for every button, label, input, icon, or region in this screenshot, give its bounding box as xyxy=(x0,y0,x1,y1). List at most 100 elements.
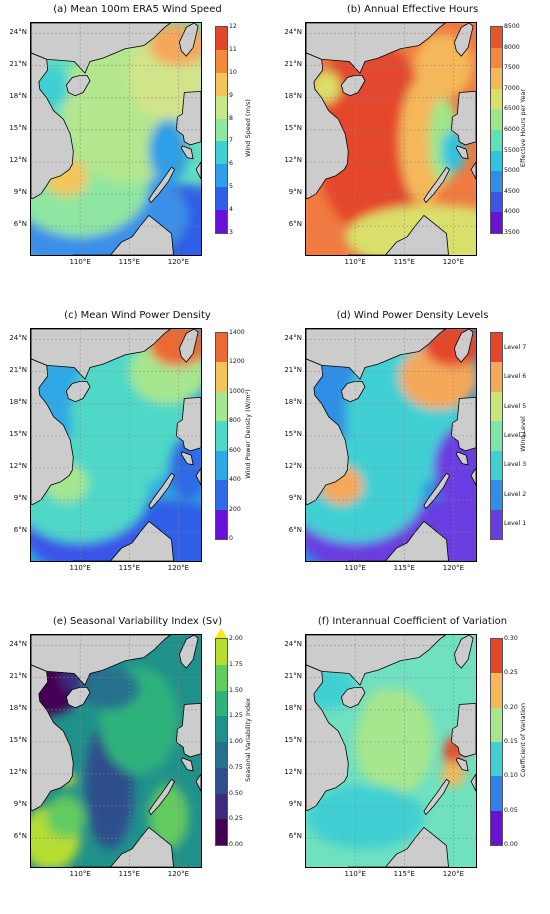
colorbar xyxy=(215,332,228,540)
colorbar-segment xyxy=(491,639,502,674)
colorbar-segment xyxy=(491,129,502,151)
colorbar-segment xyxy=(216,187,227,210)
land-china xyxy=(306,635,447,686)
colorbar-label: Coefficient of Variation xyxy=(519,702,527,778)
lon-tick-label: 115°E xyxy=(393,564,415,572)
lat-tick-label: 18°N xyxy=(284,397,302,406)
colorbar-tick-label: 4000 xyxy=(504,208,520,216)
colorbar-segment xyxy=(216,210,227,233)
land-palawan xyxy=(423,472,451,510)
land-borneo xyxy=(72,214,174,255)
land-borneo xyxy=(347,520,449,561)
map-canvas xyxy=(31,23,201,255)
colorbar-segment xyxy=(216,480,227,510)
colorbar-segment xyxy=(216,639,227,665)
panel-seasonal-variability-index: (e) Seasonal Variability Index (Sv) Seas… xyxy=(0,612,275,914)
lat-tick-label: 12°N xyxy=(284,461,302,470)
map-canvas xyxy=(306,635,476,867)
colorbar-segment xyxy=(491,191,502,213)
colorbar-segment xyxy=(216,27,227,50)
lat-tick-label: 9°N xyxy=(13,188,27,197)
map-canvas xyxy=(31,635,201,867)
land-borneo xyxy=(347,214,449,255)
colorbar-segment xyxy=(216,716,227,742)
field-shading xyxy=(31,661,189,867)
colorbar-label: Wind Speed (m/s) xyxy=(244,99,252,157)
colorbar-segment xyxy=(491,109,502,130)
land-mindoro xyxy=(180,757,194,772)
lon-tick-label: 110°E xyxy=(344,258,366,266)
land-mindoro xyxy=(455,757,469,772)
lat-tick-label: 6°N xyxy=(13,832,27,841)
lat-tick-label: 24°N xyxy=(284,333,302,342)
land-china xyxy=(306,23,447,74)
colorbar-tick-label: 3500 xyxy=(504,229,520,236)
colorbar-tick-label: 8 xyxy=(229,114,233,122)
lat-tick-label: 21°N xyxy=(9,59,27,68)
land-taiwan xyxy=(178,635,199,669)
colorbar-tick-label: 0.10 xyxy=(504,772,518,780)
lat-tick-label: 9°N xyxy=(13,800,27,809)
colorbar-tick-label: 0.20 xyxy=(504,703,518,711)
colorbar xyxy=(490,26,503,234)
colorbar-segment xyxy=(491,68,502,89)
lon-tick-label: 120°E xyxy=(442,258,465,266)
colorbar-tick-label: 0.30 xyxy=(504,635,518,642)
colorbar-segment xyxy=(491,776,502,811)
colorbar-segment xyxy=(216,509,227,539)
colorbar-segment xyxy=(491,362,502,392)
lon-tick-label: 110°E xyxy=(344,564,366,572)
panel-title: (a) Mean 100m ERA5 Wind Speed xyxy=(53,4,222,15)
land-taiwan xyxy=(178,23,199,57)
lat-tick-label: 15°N xyxy=(284,429,302,438)
colorbar-segment xyxy=(491,509,502,539)
lat-tick-label: 24°N xyxy=(9,333,27,342)
colorbar-tick-label: 4 xyxy=(229,206,233,214)
field-blob xyxy=(306,784,424,849)
colorbar-tick-label: 7500 xyxy=(504,64,520,72)
colorbar-tick-label: 0.25 xyxy=(229,815,243,823)
colorbar-tick-label: 200 xyxy=(229,505,241,513)
colorbar-tick-label: 1400 xyxy=(229,329,245,336)
colorbar xyxy=(215,26,228,234)
colorbar-tick-label: 1200 xyxy=(229,358,245,366)
map-coefficient-of-variation xyxy=(305,634,477,868)
land-visayas xyxy=(195,773,201,792)
lat-tick-label: 6°N xyxy=(13,220,27,229)
panel-title: (c) Mean Wind Power Density xyxy=(64,310,211,321)
colorbar-segment xyxy=(491,150,502,172)
lat-tick-label: 24°N xyxy=(284,639,302,648)
colorbar-tick-label: 7 xyxy=(229,137,233,145)
panel-annual-effective-hours: (b) Annual Effective Hours Effective Hou… xyxy=(275,0,550,302)
panel-mean-wind-power-density: (c) Mean Wind Power Density Wind Power D… xyxy=(0,306,275,608)
lon-tick-label: 120°E xyxy=(442,870,465,878)
colorbar-segment xyxy=(216,141,227,165)
lat-tick-label: 12°N xyxy=(284,767,302,776)
colorbar-segment xyxy=(491,212,502,233)
field-blob xyxy=(364,688,405,732)
map-seasonal-variability xyxy=(30,634,202,868)
map-canvas xyxy=(306,329,476,561)
colorbar-tick-label: Level 1 xyxy=(504,520,527,528)
colorbar-segment xyxy=(216,118,227,142)
land-mindoro xyxy=(455,145,469,160)
colorbar-segment xyxy=(216,819,227,845)
lon-tick-label: 115°E xyxy=(118,564,140,572)
land-vietnam xyxy=(31,23,74,199)
colorbar-segment xyxy=(491,47,502,69)
colorbar-tick-label: 2.00 xyxy=(229,635,243,642)
land-borneo xyxy=(72,520,174,561)
colorbar-tick-label: 800 xyxy=(229,417,241,425)
colorbar-tick-label: 11 xyxy=(229,45,237,53)
lon-tick-label: 115°E xyxy=(393,870,415,878)
land-visayas xyxy=(470,467,476,486)
colorbar-label: Wind Power Density (W/m²) xyxy=(244,389,252,479)
lon-tick-label: 115°E xyxy=(118,870,140,878)
lat-tick-label: 15°N xyxy=(9,429,27,438)
colorbar-label: Seasonal Variability Index xyxy=(244,698,252,782)
map-wind-power-density xyxy=(30,328,202,562)
lat-tick-label: 21°N xyxy=(284,59,302,68)
colorbar-segment xyxy=(491,450,502,481)
lat-tick-label: 6°N xyxy=(288,526,302,535)
colorbar-segment xyxy=(491,673,502,708)
